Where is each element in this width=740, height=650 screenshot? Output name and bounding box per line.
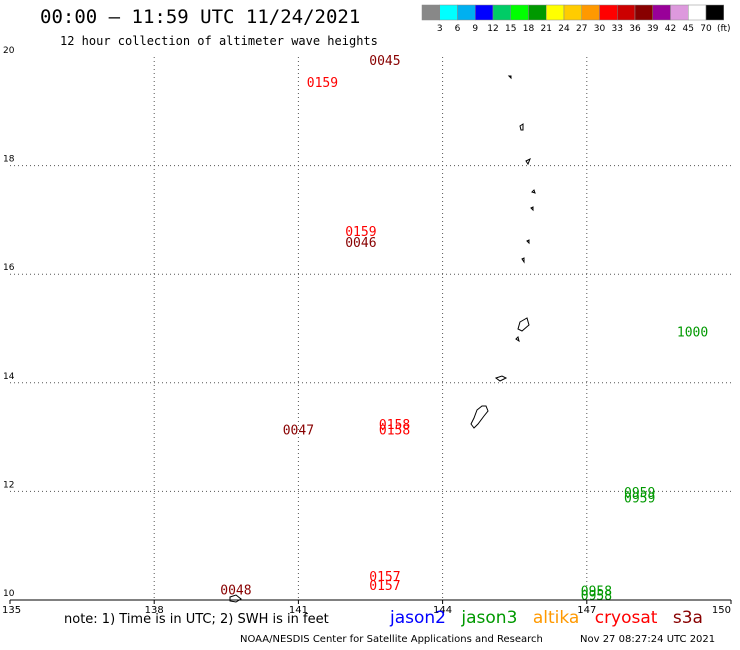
scale-swatch xyxy=(475,4,494,21)
legend-altika: altika xyxy=(532,608,580,628)
pass-time-labels: 0045015901590046015801580047015701570048… xyxy=(220,54,708,604)
scale-swatch xyxy=(581,4,600,21)
note-text: note: 1) Time is in UTC; 2) SWH is in fe… xyxy=(64,612,329,627)
island-outline xyxy=(530,206,534,212)
scale-label: 6 xyxy=(455,24,461,34)
scale-label: 24 xyxy=(558,24,570,34)
time-label: 0158 xyxy=(379,418,410,433)
scale-label: 70 xyxy=(700,24,712,34)
time-label: 0958 xyxy=(581,585,612,600)
island-outline xyxy=(515,336,520,343)
time-label: 0959 xyxy=(624,491,655,506)
time-label: 0046 xyxy=(345,236,376,251)
scale-label: 39 xyxy=(647,24,659,34)
x-tick-label: 135 xyxy=(2,605,21,616)
scale-swatch xyxy=(670,4,689,21)
y-tick-label: 14 xyxy=(3,372,15,382)
x-tick-label: 147 xyxy=(577,605,596,616)
scale-label: 9 xyxy=(472,24,478,34)
time-label: 0959 xyxy=(624,486,655,501)
scale-swatch xyxy=(510,4,529,21)
scale-label: (ft) xyxy=(717,24,731,34)
satellite-legend: jason2 jason3 altika cryosat s3a xyxy=(390,608,713,628)
scale-swatch xyxy=(546,4,565,21)
time-label: 0159 xyxy=(307,76,338,91)
generation-timestamp: Nov 27 08:27:24 UTC 2021 xyxy=(580,634,716,645)
island-outline xyxy=(526,239,530,245)
island-outline xyxy=(470,405,489,429)
time-label: 1000 xyxy=(677,326,708,341)
coastline-outlines xyxy=(229,75,536,603)
credit-text: NOAA/NESDIS Center for Satellite Applica… xyxy=(240,634,543,645)
scale-swatch xyxy=(617,4,636,21)
y-tick-label: 10 xyxy=(3,589,15,599)
scale-swatch xyxy=(634,4,653,21)
scale-label: 21 xyxy=(541,24,552,34)
x-tick-label: 138 xyxy=(145,605,164,616)
grid-lines xyxy=(10,57,731,600)
color-scale-legend: 3 6 9 12 15 18 21 24 27 30 33 36 39 42 45 70 (ft) xyxy=(421,4,731,34)
x-tick-label: 150 xyxy=(712,605,731,616)
island-outline xyxy=(517,317,530,332)
scale-swatch xyxy=(705,4,724,21)
time-label: 0048 xyxy=(220,584,251,599)
scale-swatch xyxy=(492,4,511,21)
legend-jason3: jason3 xyxy=(461,608,518,628)
scale-swatch xyxy=(457,4,476,21)
time-label: 0047 xyxy=(283,423,314,438)
scale-swatch xyxy=(421,4,440,21)
time-label: 0159 xyxy=(345,225,376,240)
y-tick-label: 16 xyxy=(3,263,15,273)
y-tick-label: 20 xyxy=(3,46,15,56)
y-tick-label: 18 xyxy=(3,155,15,165)
scale-swatch xyxy=(528,4,547,21)
scale-label: 15 xyxy=(505,24,516,34)
x-tick-label: 141 xyxy=(289,605,308,616)
chart-subtitle: 12 hour collection of altimeter wave hei… xyxy=(60,34,378,48)
chart-title: 00:00 – 11:59 UTC 11/24/2021 xyxy=(40,6,361,28)
scale-swatch xyxy=(652,4,671,21)
time-label: 0157 xyxy=(369,579,400,594)
island-outline xyxy=(494,375,508,382)
scale-label: 27 xyxy=(576,24,587,34)
scale-swatch xyxy=(688,4,707,21)
scale-swatch xyxy=(599,4,618,21)
axes: 135 138 141 144 147 150 10 12 14 16 18 20 xyxy=(2,46,732,616)
scale-label: 42 xyxy=(665,24,676,34)
legend-s3a: s3a xyxy=(672,608,703,628)
time-label: 0157 xyxy=(369,570,400,585)
time-label: 0158 xyxy=(379,423,410,438)
scale-swatch xyxy=(439,4,458,21)
scale-label: 33 xyxy=(612,24,623,34)
scale-label: 12 xyxy=(487,24,498,34)
legend-cryosat: cryosat xyxy=(594,608,658,628)
scale-label: 30 xyxy=(594,24,606,34)
island-outline xyxy=(521,257,525,264)
time-label: 0958 xyxy=(581,589,612,604)
island-outline xyxy=(525,157,531,166)
scale-label: 3 xyxy=(437,24,443,34)
x-tick-label: 144 xyxy=(433,605,452,616)
scale-swatch xyxy=(563,4,582,21)
legend-jason2: jason2 xyxy=(390,608,446,628)
scale-label: 36 xyxy=(629,24,641,34)
y-tick-label: 12 xyxy=(3,480,14,490)
island-outline xyxy=(531,189,536,194)
scale-label: 18 xyxy=(523,24,535,34)
island-outline xyxy=(507,75,512,80)
scale-label: 45 xyxy=(683,24,694,34)
island-outline xyxy=(519,123,524,131)
time-label: 0045 xyxy=(369,54,400,69)
